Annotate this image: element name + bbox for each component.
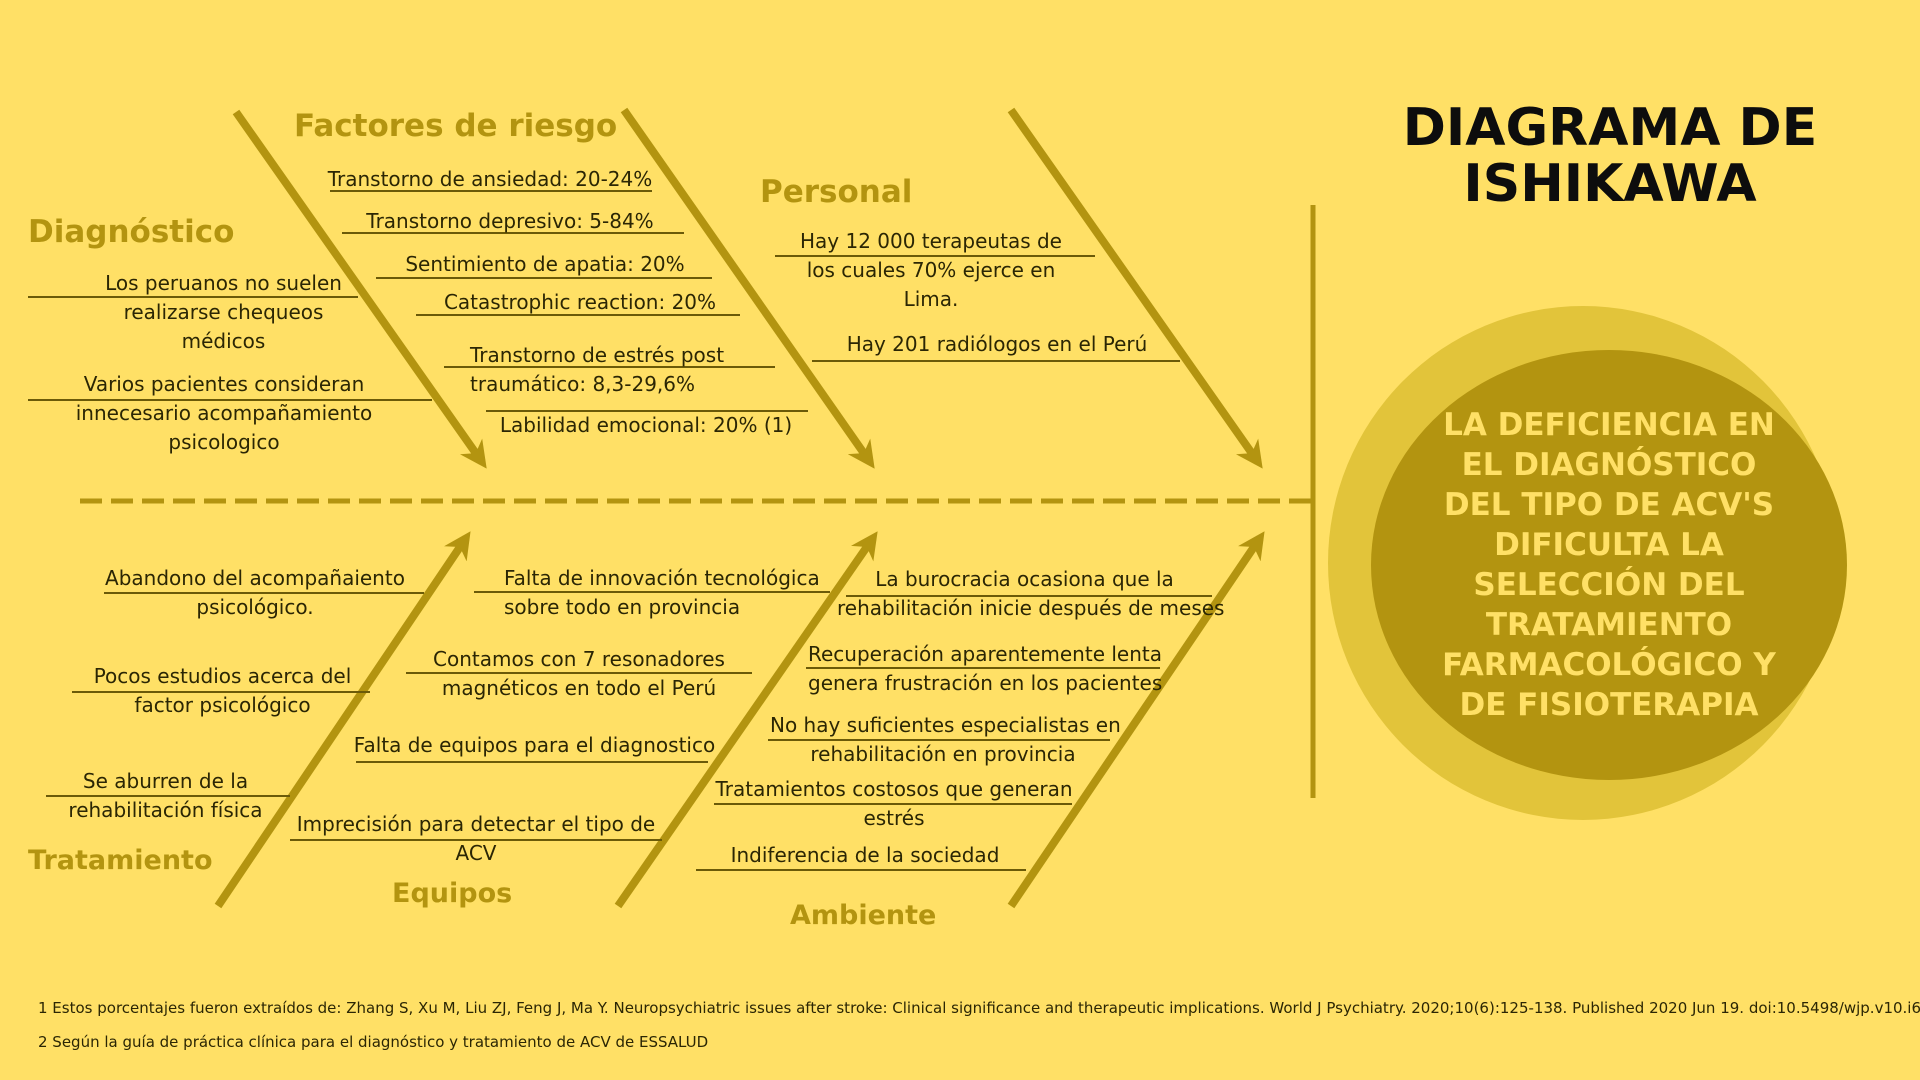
cause-item: Labilidad emocional: 20% (1) bbox=[499, 413, 793, 437]
cause-item: Transtorno de ansiedad: 20-24% bbox=[327, 167, 653, 191]
cause-item: Recuperación aparentemente lenta genera f… bbox=[808, 642, 1163, 695]
cause-item: Falta de equipos para el diagnostico bbox=[353, 733, 716, 757]
bone-ambiente bbox=[1007, 531, 1265, 909]
cause-item: Abandono del acompañaiento psicológico. bbox=[105, 566, 405, 619]
category-diagnostico: Diagnóstico bbox=[28, 214, 235, 250]
bone-diagnostico bbox=[232, 109, 487, 469]
cause-item: Catastrophic reaction: 20% bbox=[443, 290, 717, 314]
cause-item: No hay suficientes especialistas en rehab… bbox=[770, 713, 1121, 766]
footnote-1: 1 Estos porcentajes fueron extraídos de:… bbox=[38, 999, 1920, 1017]
footnote-2: 2 Según la guía de práctica clínica para… bbox=[38, 1033, 709, 1051]
cause-item: Transtorno depresivo: 5-84% bbox=[366, 209, 654, 233]
category-factores: Factores de riesgo bbox=[294, 108, 618, 144]
cause-item: Transtorno de estrés post traumático: 8,3… bbox=[470, 343, 725, 396]
category-ambiente: Ambiente bbox=[790, 900, 937, 931]
cause-item: Sentimiento de apatia: 20% bbox=[405, 252, 685, 276]
category-tratamiento: Tratamiento bbox=[28, 845, 213, 876]
cause-item: Contamos con 7 resonadores magnéticos en … bbox=[433, 647, 725, 700]
cause-item: Falta de innovación tecnológica sobre tod… bbox=[504, 566, 820, 619]
cause-item: Indiferencia de la sociedad bbox=[730, 843, 1000, 867]
cause-item: La burocracia ocasiona que la rehabilitac… bbox=[837, 567, 1225, 620]
bone-personal bbox=[1007, 107, 1263, 469]
cause-item: Tratamientos costosos que generan estrés bbox=[715, 777, 1073, 830]
cause-item: Imprecisión para detectar el tipo de ACV bbox=[296, 812, 656, 865]
cause-item: Los peruanos no suelen realizarse chequeo… bbox=[105, 271, 342, 353]
cause-item: Hay 201 radiólogos en el Perú bbox=[846, 332, 1148, 356]
bone-factores bbox=[620, 107, 875, 469]
cause-item: Hay 12 000 terapeutas de los cuales 70% e… bbox=[799, 229, 1062, 311]
diagram-title: DIAGRAMA DE ISHIKAWA bbox=[1402, 98, 1818, 214]
cause-item: Varios pacientes consideran innecesario a… bbox=[75, 372, 373, 454]
bone-tratamiento bbox=[214, 531, 471, 909]
effect-statement: LA DEFICIENCIA EN EL DIAGNÓSTICO DEL TIP… bbox=[1442, 407, 1776, 723]
cause-item: Pocos estudios acerca del factor psicológ… bbox=[93, 664, 352, 717]
effect-inner-circle: LA DEFICIENCIA EN EL DIAGNÓSTICO DEL TIP… bbox=[1371, 350, 1847, 780]
category-equipos: Equipos bbox=[392, 878, 513, 909]
cause-item: Se aburren de la rehabilitación física bbox=[68, 769, 263, 822]
bone-equipos bbox=[614, 531, 878, 909]
category-personal: Personal bbox=[760, 174, 913, 210]
cause-underlines bbox=[28, 190, 1212, 871]
